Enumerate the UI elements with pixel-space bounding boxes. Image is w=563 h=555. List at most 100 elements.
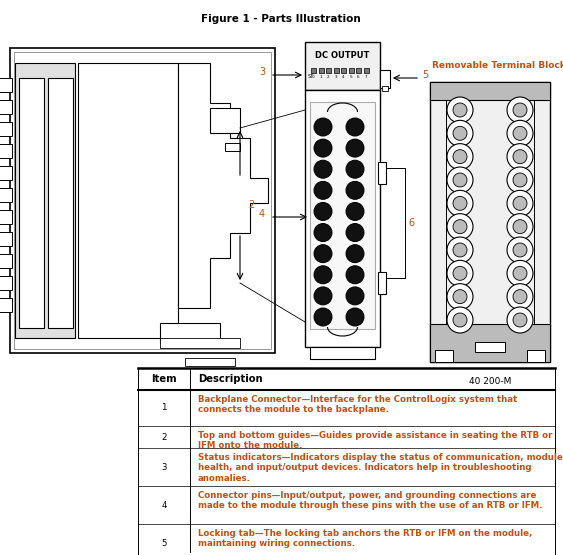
Bar bbox=[326, 68, 331, 73]
Circle shape bbox=[346, 224, 364, 241]
Text: 4: 4 bbox=[342, 75, 345, 79]
Text: Removable Terminal Block: Removable Terminal Block bbox=[432, 61, 563, 70]
Text: 5: 5 bbox=[161, 538, 167, 547]
Circle shape bbox=[314, 203, 332, 220]
Circle shape bbox=[507, 167, 533, 193]
Circle shape bbox=[314, 160, 332, 178]
Bar bbox=[435, 350, 453, 362]
Text: 1: 1 bbox=[161, 403, 167, 412]
Bar bbox=[475, 342, 505, 352]
Bar bbox=[10, 48, 275, 353]
Bar bbox=[380, 70, 390, 88]
Text: 3: 3 bbox=[259, 67, 265, 77]
Circle shape bbox=[513, 220, 527, 234]
Circle shape bbox=[447, 214, 473, 240]
Circle shape bbox=[314, 308, 332, 326]
Bar bbox=[348, 68, 354, 73]
Circle shape bbox=[346, 181, 364, 199]
Circle shape bbox=[513, 150, 527, 164]
Circle shape bbox=[346, 139, 364, 157]
Bar bbox=[19, 78, 44, 328]
Bar bbox=[48, 78, 73, 328]
Circle shape bbox=[507, 237, 533, 263]
Bar bbox=[185, 358, 235, 366]
Circle shape bbox=[507, 97, 533, 123]
Circle shape bbox=[507, 307, 533, 333]
Polygon shape bbox=[178, 63, 268, 308]
Circle shape bbox=[447, 167, 473, 193]
Circle shape bbox=[513, 290, 527, 304]
Bar bbox=[0, 210, 12, 224]
Circle shape bbox=[507, 190, 533, 216]
Text: Top and bottom guides—Guides provide assistance in seating the RTB or IFM onto t: Top and bottom guides—Guides provide ass… bbox=[198, 431, 552, 451]
Text: Description: Description bbox=[198, 374, 262, 384]
Text: 5: 5 bbox=[350, 75, 352, 79]
Bar bbox=[378, 272, 386, 294]
Bar bbox=[0, 254, 12, 268]
Circle shape bbox=[314, 266, 332, 284]
Circle shape bbox=[513, 196, 527, 210]
Bar bbox=[14, 52, 271, 349]
Bar bbox=[356, 68, 361, 73]
Bar bbox=[210, 108, 240, 133]
Circle shape bbox=[314, 118, 332, 136]
Bar bbox=[319, 68, 324, 73]
Circle shape bbox=[447, 237, 473, 263]
Bar bbox=[341, 68, 346, 73]
Circle shape bbox=[447, 144, 473, 170]
Circle shape bbox=[453, 173, 467, 187]
Text: Status indicators—Indicators display the status of communication, module health,: Status indicators—Indicators display the… bbox=[198, 453, 563, 483]
Text: 5: 5 bbox=[422, 70, 428, 80]
Circle shape bbox=[453, 127, 467, 140]
Text: 4: 4 bbox=[259, 209, 265, 219]
Circle shape bbox=[447, 260, 473, 286]
Circle shape bbox=[346, 203, 364, 220]
Bar bbox=[0, 144, 12, 158]
Text: 0: 0 bbox=[312, 75, 315, 79]
Text: 40 200-M: 40 200-M bbox=[469, 377, 511, 386]
Circle shape bbox=[346, 266, 364, 284]
Circle shape bbox=[346, 160, 364, 178]
Circle shape bbox=[453, 266, 467, 280]
Text: Item: Item bbox=[151, 374, 177, 384]
Circle shape bbox=[507, 144, 533, 170]
Text: ST: ST bbox=[308, 74, 314, 79]
Circle shape bbox=[314, 181, 332, 199]
Circle shape bbox=[453, 196, 467, 210]
Bar bbox=[0, 232, 12, 246]
Bar bbox=[225, 143, 240, 151]
Text: 6: 6 bbox=[357, 75, 360, 79]
Circle shape bbox=[314, 139, 332, 157]
Circle shape bbox=[447, 307, 473, 333]
Text: 3: 3 bbox=[334, 75, 337, 79]
Circle shape bbox=[507, 214, 533, 240]
Bar bbox=[527, 350, 545, 362]
Bar bbox=[430, 82, 550, 362]
Circle shape bbox=[314, 224, 332, 241]
Text: DC OUTPUT: DC OUTPUT bbox=[315, 52, 370, 60]
Bar bbox=[305, 90, 380, 347]
Circle shape bbox=[507, 284, 533, 310]
Bar bbox=[378, 162, 386, 184]
Circle shape bbox=[513, 127, 527, 140]
Circle shape bbox=[453, 290, 467, 304]
Text: Locking tab—The locking tab anchors the RTB or IFM on the module, maintaining wi: Locking tab—The locking tab anchors the … bbox=[198, 529, 533, 548]
Bar bbox=[364, 68, 369, 73]
Text: 2: 2 bbox=[248, 200, 254, 210]
Text: 2: 2 bbox=[161, 432, 167, 441]
Bar bbox=[78, 63, 178, 338]
Circle shape bbox=[453, 150, 467, 164]
Bar bbox=[0, 298, 12, 312]
Bar bbox=[0, 166, 12, 180]
Bar bbox=[0, 122, 12, 136]
Bar bbox=[382, 86, 388, 91]
Text: 6: 6 bbox=[408, 218, 414, 228]
Circle shape bbox=[453, 313, 467, 327]
Circle shape bbox=[346, 308, 364, 326]
Bar bbox=[160, 323, 220, 343]
Bar bbox=[310, 347, 375, 359]
Bar bbox=[0, 188, 12, 202]
Circle shape bbox=[453, 220, 467, 234]
Bar bbox=[160, 338, 240, 348]
Circle shape bbox=[447, 97, 473, 123]
